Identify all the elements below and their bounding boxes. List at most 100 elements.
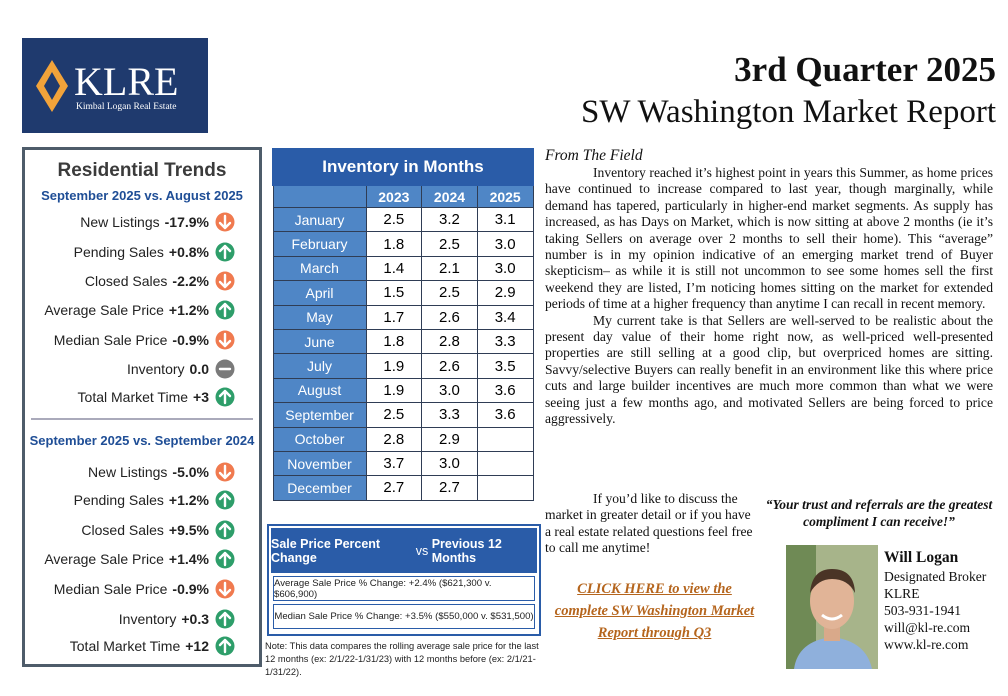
agent-photo <box>786 545 878 669</box>
inventory-table: Inventory in Months 2023 2024 2025 January… <box>272 148 534 501</box>
value-cell: 3.3 <box>421 402 478 428</box>
table-row: December 2.7 2.7 <box>272 475 534 501</box>
value-cell: 1.7 <box>365 304 423 330</box>
icon-arrow <box>218 332 232 348</box>
title-vs: vs <box>415 543 429 558</box>
icon-arrow <box>218 581 232 597</box>
paragraph: My current take is that Sellers are well… <box>545 312 993 427</box>
article-heading: From The Field <box>545 147 643 164</box>
table-row: November 3.7 3.0 <box>272 450 534 477</box>
report-title: 3rd Quarter 2025 <box>734 50 996 89</box>
value-cell: 1.9 <box>365 353 423 379</box>
table-row: January 2.5 3.2 3.1 <box>272 206 534 233</box>
table-title: Inventory in Months <box>272 148 534 186</box>
contact-name: Will Logan <box>884 549 959 566</box>
trend-icon <box>215 520 235 540</box>
month-cell: June <box>272 328 367 355</box>
trend-change: +1.4% <box>168 551 209 567</box>
trend-row: Closed Sales +9.5% <box>81 519 235 541</box>
trend-icon <box>215 462 235 482</box>
trend-label: New Listings <box>80 214 160 230</box>
trend-label: Median Sale Price <box>53 581 168 597</box>
trend-label: Closed Sales <box>84 273 168 289</box>
value-cell: 2.8 <box>365 426 423 452</box>
section-heading: September 2025 vs. September 2024 <box>29 433 255 448</box>
trend-row: Median Sale Price -0.9% <box>54 578 235 600</box>
value-cell: 3.7 <box>365 450 423 477</box>
value-cell: 2.6 <box>421 353 478 379</box>
value-cell: 2.8 <box>421 328 478 355</box>
logo-mark: KLRE Kimbal Logan Real Estate <box>36 59 178 112</box>
table-row: May 1.7 2.6 3.4 <box>272 304 534 330</box>
trend-change: +1.2% <box>168 302 209 318</box>
section-heading: September 2025 vs. August 2025 <box>41 188 243 203</box>
note: Note: This data compares the rolling ave… <box>265 641 539 677</box>
trend-row: New Listings -17.9% <box>80 211 235 233</box>
table-row: October 2.8 2.9 <box>272 426 534 452</box>
sale-price-title: Sale Price Percent Change vs Previous 12… <box>271 528 537 573</box>
trend-change: +12 <box>185 638 209 654</box>
trend-change: -17.9% <box>164 214 209 230</box>
value-cell: 3.4 <box>476 304 534 330</box>
trend-row: Total Market Time +12 <box>70 635 235 657</box>
column-header: 2024 <box>421 184 478 208</box>
trend-row: Average Sale Price +1.2% <box>44 299 235 321</box>
trend-label: Closed Sales <box>81 522 164 538</box>
value-cell: 3.6 <box>476 402 534 428</box>
icon-arrow <box>218 551 232 567</box>
report-link[interactable]: CLICK HERE to view the complete SW Washi… <box>554 581 755 641</box>
trend-icon <box>215 359 235 379</box>
trend-label: Average Sale Price <box>44 551 164 567</box>
trend-icon <box>215 636 235 656</box>
contact-line: will@kl-re.com <box>884 620 971 635</box>
quote: “Your trust and referrals are the greate… <box>765 497 993 529</box>
value-cell: 2.7 <box>365 475 423 501</box>
trend-label: Pending Sales <box>73 492 164 508</box>
month-cell: February <box>272 231 367 257</box>
value-cell: 2.5 <box>421 231 478 257</box>
divider <box>31 418 253 420</box>
trends-title: Residential Trends <box>57 160 227 181</box>
trend-row: New Listings -5.0% <box>88 461 235 483</box>
trend-icon <box>215 579 235 599</box>
icon-arrow <box>218 244 232 260</box>
trend-icon <box>215 387 235 407</box>
trend-change: +0.3 <box>181 611 209 627</box>
trend-change: +3 <box>193 389 209 405</box>
trend-label: Inventory <box>118 611 177 627</box>
icon-arrow <box>218 522 232 538</box>
month-cell: January <box>272 206 367 233</box>
trend-change: 0.0 <box>189 361 209 377</box>
trend-label: New Listings <box>88 464 168 480</box>
icon-arrow <box>218 214 232 230</box>
value-cell <box>476 475 534 501</box>
logo: KLRE Kimbal Logan Real Estate <box>22 38 208 133</box>
trend-change: +9.5% <box>168 522 209 538</box>
trend-change: -5.0% <box>172 464 209 480</box>
trend-label: Total Market Time <box>69 638 181 654</box>
month-cell: November <box>272 450 367 477</box>
value-cell: 3.0 <box>421 450 478 477</box>
trend-change: -0.9% <box>172 581 209 597</box>
value-cell: 1.8 <box>365 231 423 257</box>
logo-tagline: Kimbal Logan Real Estate <box>76 102 177 112</box>
trend-icon <box>215 242 235 262</box>
paragraph: Inventory reached it’s highest point in … <box>545 165 993 312</box>
sale-price-box: Sale Price Percent Change vs Previous 12… <box>267 524 541 636</box>
trend-change: -2.2% <box>172 273 209 289</box>
trend-change: +0.8% <box>168 244 209 260</box>
value-cell: 2.7 <box>421 475 478 501</box>
icon-arrow <box>218 273 232 289</box>
title-rest: Previous 12 Months <box>431 536 502 565</box>
trend-label: Average Sale Price <box>44 302 164 318</box>
trend-row: Pending Sales +1.2% <box>74 489 235 511</box>
value-cell: 1.9 <box>365 377 423 404</box>
column-header: 2023 <box>365 184 423 208</box>
value-cell: 3.5 <box>476 353 534 379</box>
contact-line: www.kl-re.com <box>884 637 969 652</box>
month-cell: April <box>272 280 367 306</box>
sale-line: Median Sale Price % Change: +3.5% ($550,… <box>273 604 535 629</box>
month-cell: August <box>272 377 367 404</box>
icon-arrow <box>218 492 232 508</box>
